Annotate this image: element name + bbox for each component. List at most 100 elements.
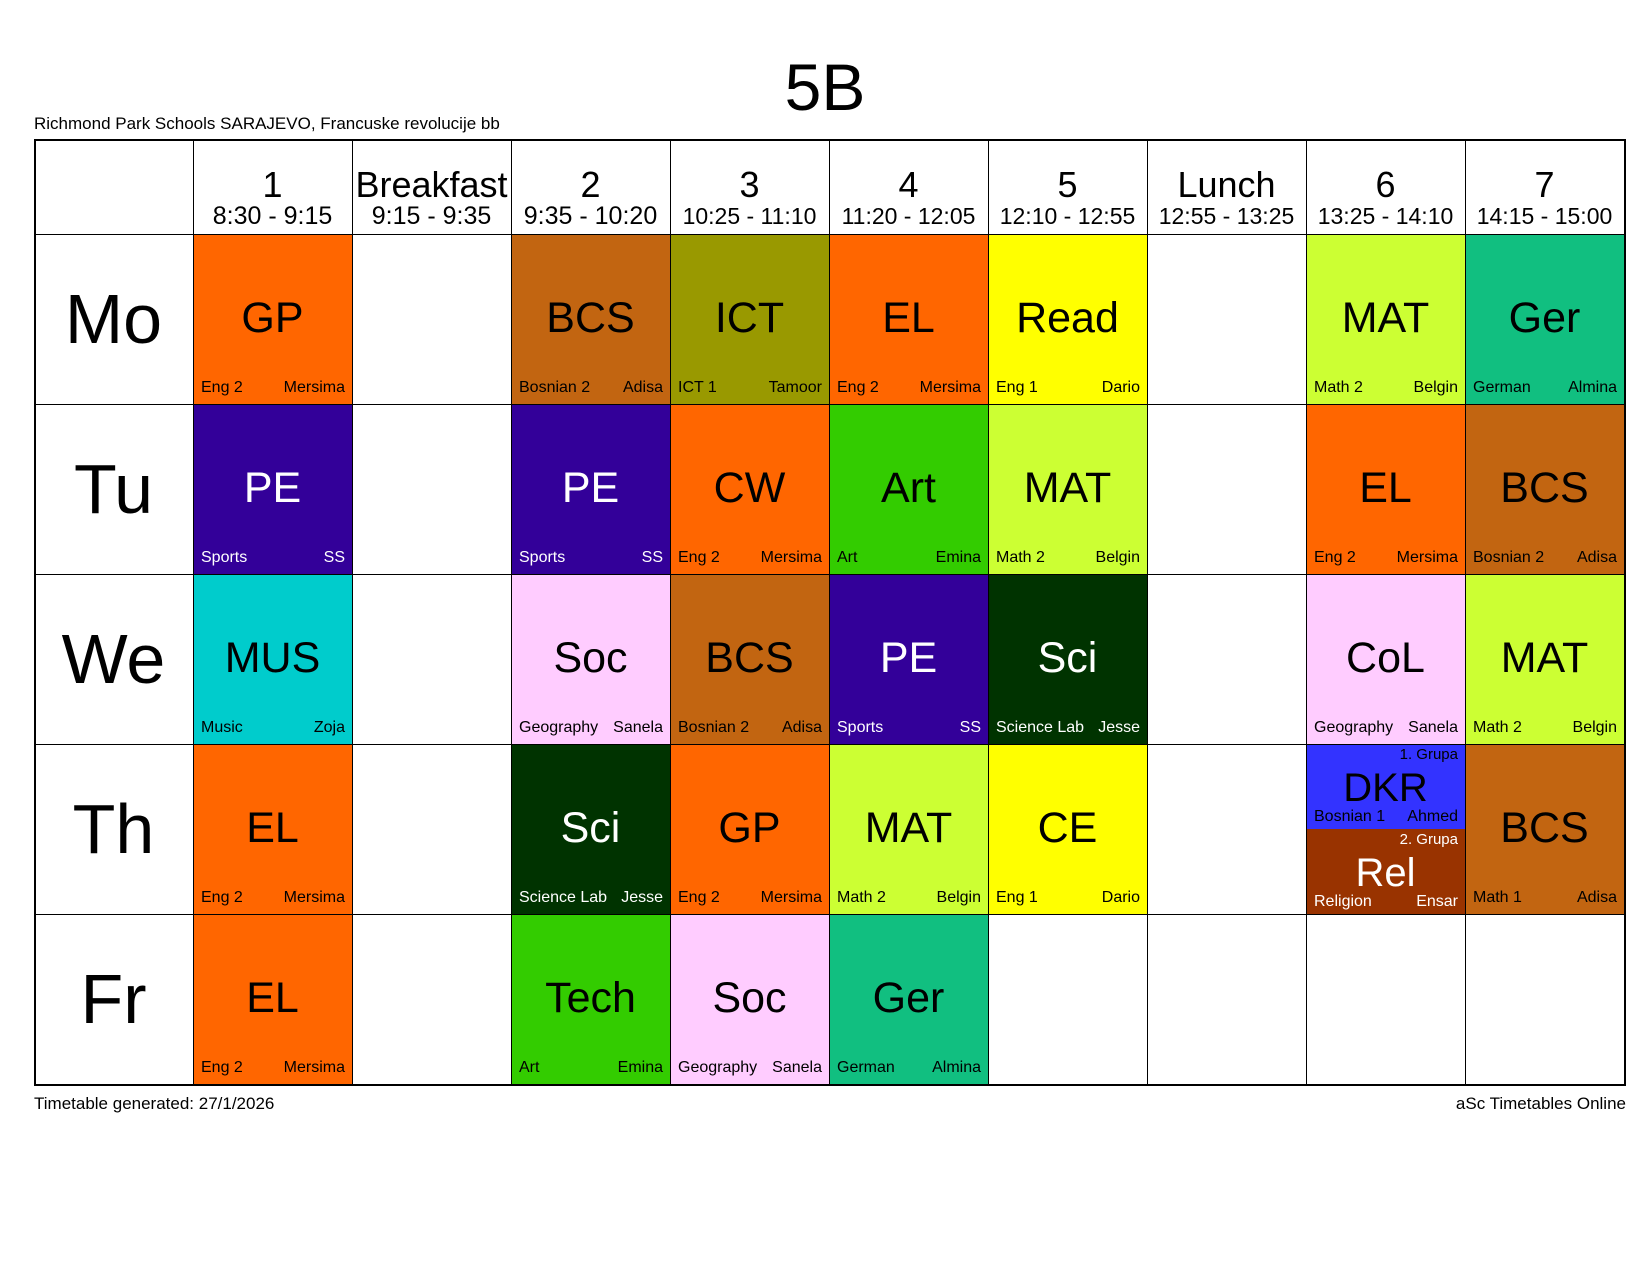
lesson-room: Eng 1 bbox=[996, 889, 1038, 906]
lesson-room: Sports bbox=[837, 719, 884, 736]
lesson-subject: BCS bbox=[705, 634, 794, 682]
lesson-cell: ICT ICT 1 Tamoor bbox=[670, 234, 829, 404]
lesson-cell: EL Eng 2 Mersima bbox=[1306, 404, 1465, 574]
grid-line bbox=[1147, 139, 1148, 1084]
period-label: 7 bbox=[1534, 167, 1555, 205]
lesson-room: Math 2 bbox=[837, 889, 886, 906]
lesson-subject: Read bbox=[1016, 294, 1119, 342]
lesson-subject: EL bbox=[882, 294, 935, 342]
lesson-room: Science Lab bbox=[996, 719, 1085, 736]
lesson-cell: Soc Geography Sanela bbox=[670, 914, 829, 1084]
lesson-subject: MUS bbox=[224, 634, 321, 682]
lesson-cell: MAT Math 2 Belgin bbox=[1306, 234, 1465, 404]
lesson-cell: MUS Music Zoja bbox=[193, 574, 352, 744]
lesson-room: Sports bbox=[519, 549, 566, 566]
lesson-teacher: Jesse bbox=[1098, 719, 1140, 736]
period-header: 4 11:20 - 12:05 bbox=[829, 167, 988, 234]
lesson-room: Eng 2 bbox=[201, 379, 243, 396]
lesson-room: Math 2 bbox=[996, 549, 1045, 566]
lesson-subject: Rel bbox=[1355, 850, 1416, 895]
lesson-teacher: Dario bbox=[1101, 379, 1140, 396]
lesson-subject: Tech bbox=[545, 974, 636, 1022]
day-label: Tu bbox=[73, 450, 154, 528]
lesson-subject: EL bbox=[246, 804, 299, 852]
period-time: 9:35 - 10:20 bbox=[523, 202, 658, 230]
period-label: Breakfast bbox=[355, 167, 508, 205]
lesson-cell: CW Eng 2 Mersima bbox=[670, 404, 829, 574]
lesson-cell: EL Eng 2 Mersima bbox=[829, 234, 988, 404]
day-label: Mo bbox=[64, 280, 163, 358]
grid-line bbox=[829, 139, 830, 1084]
lesson-room: Eng 2 bbox=[678, 889, 720, 906]
lesson-subject: DKR bbox=[1343, 765, 1428, 810]
lesson-subject: PE bbox=[561, 464, 620, 512]
lesson-room: Eng 2 bbox=[678, 549, 720, 566]
lesson-cell: PE Sports SS bbox=[511, 404, 670, 574]
lesson-teacher: Ensar bbox=[1416, 893, 1458, 910]
lesson-room: Bosnian 2 bbox=[678, 719, 750, 736]
lesson-teacher: Zoja bbox=[313, 719, 345, 736]
lesson-teacher: Belgin bbox=[1413, 379, 1458, 396]
lesson-subject: Ger bbox=[1508, 294, 1581, 342]
lesson-subject: MAT bbox=[1341, 294, 1430, 342]
lesson-room: Eng 1 bbox=[996, 379, 1038, 396]
lesson-teacher: Belgin bbox=[1572, 719, 1617, 736]
lesson-room: Geography bbox=[1314, 719, 1394, 736]
lesson-room: Geography bbox=[519, 719, 599, 736]
lesson-teacher: Mersima bbox=[283, 379, 345, 396]
period-time: 8:30 - 9:15 bbox=[212, 202, 333, 230]
lesson-room: Science Lab bbox=[519, 889, 608, 906]
lesson-room: German bbox=[1473, 379, 1531, 396]
grid-line bbox=[193, 139, 194, 1084]
lesson-room: ICT 1 bbox=[678, 379, 717, 396]
lesson-room: German bbox=[837, 1059, 895, 1076]
lesson-cell: BCS Bosnian 2 Adisa bbox=[670, 574, 829, 744]
lesson-subject: ICT bbox=[714, 294, 785, 342]
lesson-teacher: Adisa bbox=[622, 379, 663, 396]
lesson-cell: BCS Bosnian 2 Adisa bbox=[511, 234, 670, 404]
generator-credit: aSc Timetables Online bbox=[1455, 1094, 1626, 1113]
lesson-cell: Soc Geography Sanela bbox=[511, 574, 670, 744]
lesson-room: Sports bbox=[201, 549, 248, 566]
lesson-teacher: Emina bbox=[617, 1059, 663, 1076]
lesson-teacher: Sanela bbox=[1408, 719, 1458, 736]
lesson-teacher: SS bbox=[641, 549, 663, 566]
lesson-teacher: Sanela bbox=[772, 1059, 822, 1076]
lesson-subject: BCS bbox=[1500, 804, 1589, 852]
lesson-subject: Soc bbox=[553, 634, 628, 682]
lesson-cell: Rel 2. Grupa Religion Ensar bbox=[1306, 829, 1465, 914]
period-label: Lunch bbox=[1177, 167, 1276, 205]
period-label: 1 bbox=[262, 167, 283, 205]
grid-line bbox=[1624, 139, 1626, 1086]
lesson-teacher: Mersima bbox=[919, 379, 981, 396]
period-time: 9:15 - 9:35 bbox=[371, 202, 492, 230]
lesson-teacher: Almina bbox=[1568, 379, 1617, 396]
lesson-teacher: Mersima bbox=[283, 889, 345, 906]
lesson-cell: EL Eng 2 Mersima bbox=[193, 744, 352, 914]
lesson-cell: Tech Art Emina bbox=[511, 914, 670, 1084]
grid-line bbox=[1306, 139, 1307, 1084]
lesson-cell: GP Eng 2 Mersima bbox=[193, 234, 352, 404]
lesson-room: Math 1 bbox=[1473, 889, 1522, 906]
lesson-teacher: Mersima bbox=[760, 889, 822, 906]
lesson-subject: BCS bbox=[1500, 464, 1589, 512]
lesson-room: Art bbox=[519, 1059, 540, 1076]
lesson-teacher: Belgin bbox=[1095, 549, 1140, 566]
lesson-cell: BCS Math 1 Adisa bbox=[1465, 744, 1624, 914]
lesson-room: Bosnian 1 bbox=[1314, 808, 1386, 825]
lesson-cell: PE Sports SS bbox=[193, 404, 352, 574]
lesson-room: Art bbox=[837, 549, 858, 566]
period-header: 6 13:25 - 14:10 bbox=[1306, 167, 1465, 234]
period-header: 1 8:30 - 9:15 bbox=[193, 167, 352, 234]
lesson-room: Geography bbox=[678, 1059, 758, 1076]
page-title: 5B bbox=[784, 50, 866, 124]
lesson-subject: PE bbox=[243, 464, 302, 512]
lesson-subject: MAT bbox=[864, 804, 953, 852]
grid-line bbox=[34, 139, 1626, 141]
lesson-group: 2. Grupa bbox=[1399, 831, 1458, 848]
lesson-teacher: Mersima bbox=[1396, 549, 1458, 566]
grid-line bbox=[352, 139, 353, 1084]
lesson-cell: EL Eng 2 Mersima bbox=[193, 914, 352, 1084]
lesson-teacher: SS bbox=[323, 549, 345, 566]
